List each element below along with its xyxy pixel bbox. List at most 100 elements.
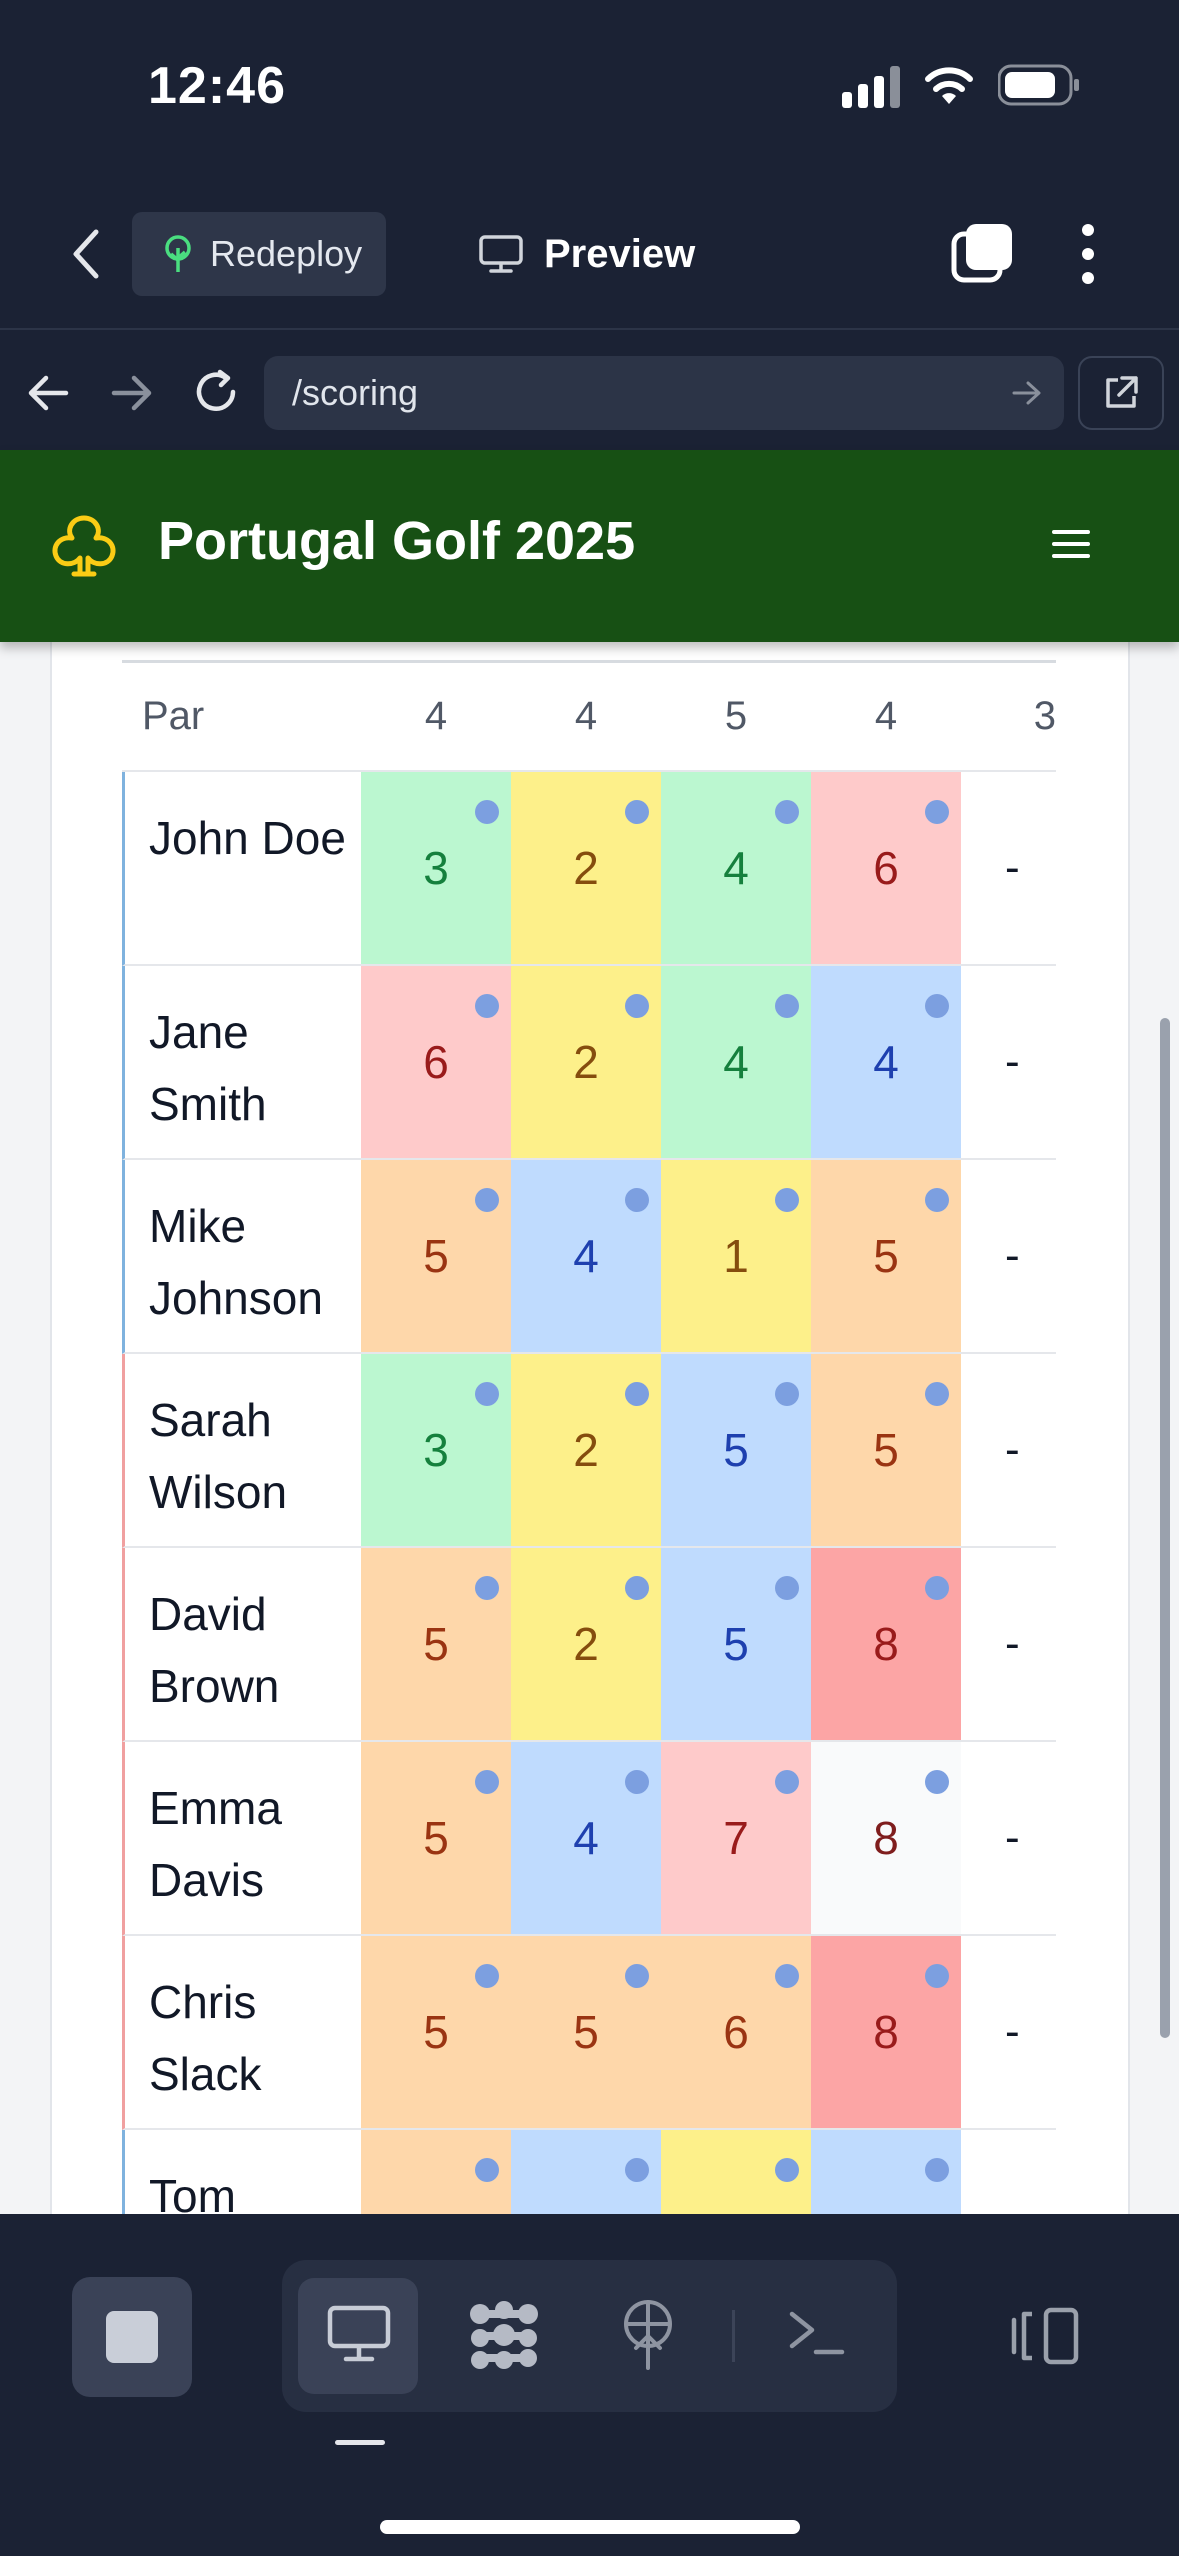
browser-forward-icon[interactable]: [108, 372, 156, 414]
score-cell[interactable]: 7: [661, 1742, 811, 1934]
player-name[interactable]: Emma Davis: [149, 1782, 282, 1906]
open-external-button[interactable]: [1078, 356, 1164, 430]
score-cell[interactable]: [511, 2130, 661, 2214]
score-value: 5: [723, 1618, 749, 1670]
note-dot: [625, 1382, 649, 1406]
back-chevron-icon[interactable]: [66, 226, 106, 282]
stop-button[interactable]: [72, 2277, 192, 2397]
golf-club-logo-icon[interactable]: [48, 512, 120, 580]
score-value: 5: [873, 1230, 899, 1282]
tabs-icon[interactable]: [950, 222, 1016, 284]
url-input[interactable]: /scoring: [264, 356, 1064, 430]
score-cell[interactable]: 8: [811, 1548, 961, 1740]
empty-score[interactable]: -: [1005, 1619, 1020, 1668]
score-cell[interactable]: 4: [661, 966, 811, 1158]
note-dot: [925, 1964, 949, 1988]
note-dot: [475, 994, 499, 1018]
score-cell[interactable]: 4: [511, 1160, 661, 1352]
note-dot: [625, 1188, 649, 1212]
score-value: 3: [423, 1424, 449, 1476]
hamburger-menu-icon[interactable]: [1052, 528, 1090, 560]
score-cell[interactable]: 3: [361, 1354, 511, 1546]
score-cell[interactable]: 5: [361, 1548, 511, 1740]
score-cell[interactable]: 4: [811, 966, 961, 1158]
score-cell[interactable]: 8: [811, 1936, 961, 2128]
player-name[interactable]: Sarah Wilson: [149, 1394, 288, 1518]
score-value: 5: [723, 1424, 749, 1476]
stop-icon: [106, 2311, 158, 2363]
preview-tab[interactable]: Preview: [478, 216, 695, 292]
score-cell[interactable]: [661, 2130, 811, 2214]
note-dot: [775, 800, 799, 824]
empty-score[interactable]: -: [1005, 1037, 1020, 1086]
go-arrow-icon[interactable]: [1010, 378, 1044, 408]
note-dot: [475, 1382, 499, 1406]
note-dot: [775, 2158, 799, 2182]
score-cell[interactable]: 5: [361, 1936, 511, 2128]
note-dot: [925, 800, 949, 824]
score-value: 6: [423, 1036, 449, 1088]
empty-score[interactable]: -: [1005, 1231, 1020, 1280]
score-value: 8: [873, 1812, 899, 1864]
more-vertical-icon[interactable]: [1076, 222, 1100, 286]
player-name[interactable]: Mike Johnson: [149, 1200, 323, 1324]
score-cell[interactable]: 5: [361, 1742, 511, 1934]
score-cell[interactable]: 6: [811, 772, 961, 964]
note-dot: [475, 1964, 499, 1988]
network-graph-icon[interactable]: [466, 2300, 542, 2370]
score-cell[interactable]: [811, 2130, 961, 2214]
score-cell[interactable]: [361, 2130, 511, 2214]
empty-score[interactable]: -: [1005, 1425, 1020, 1474]
score-cell[interactable]: 5: [361, 1160, 511, 1352]
preview-view-button[interactable]: [298, 2278, 418, 2394]
layout-toggle-icon[interactable]: [1010, 2306, 1082, 2366]
page-scrollbar[interactable]: [1160, 1018, 1170, 2038]
terminal-icon[interactable]: [786, 2306, 846, 2358]
external-link-icon: [1106, 376, 1138, 408]
player-name[interactable]: David Brown: [149, 1588, 280, 1712]
reload-icon[interactable]: [190, 366, 242, 418]
score-cell[interactable]: 2: [511, 1354, 661, 1546]
score-cell[interactable]: 5: [661, 1548, 811, 1740]
score-cell[interactable]: 3: [361, 772, 511, 964]
par-row: Par 4 4 5 4 3: [122, 664, 1056, 772]
redeploy-button[interactable]: Redeploy: [132, 212, 386, 296]
score-cell[interactable]: 2: [511, 1548, 661, 1740]
player-name[interactable]: Chris Slack: [149, 1976, 262, 2100]
score-cell[interactable]: 4: [511, 1742, 661, 1934]
site-title[interactable]: Portugal Golf 2025: [158, 511, 636, 571]
note-dot: [925, 1382, 949, 1406]
score-cell[interactable]: 2: [511, 966, 661, 1158]
score-cell[interactable]: 5: [661, 1354, 811, 1546]
score-value: 5: [423, 2006, 449, 2058]
score-cell[interactable]: 4: [661, 772, 811, 964]
home-indicator[interactable]: [380, 2520, 800, 2534]
score-cell[interactable]: 5: [811, 1354, 961, 1546]
score-cell[interactable]: 1: [661, 1160, 811, 1352]
player-name[interactable]: John Doe: [149, 812, 346, 864]
browser-back-icon[interactable]: [24, 372, 72, 414]
status-time: 12:46: [148, 57, 286, 115]
tree-icon: [165, 235, 191, 272]
score-value: 4: [873, 1036, 899, 1088]
score-cell[interactable]: 6: [661, 1936, 811, 2128]
score-cell[interactable]: 5: [511, 1936, 661, 2128]
par-label: Par: [142, 694, 205, 738]
url-text: /scoring: [292, 372, 419, 413]
player-row: Emma Davis 5 4 7 8 -: [122, 1742, 1056, 1936]
score-cell[interactable]: 2: [511, 772, 661, 964]
empty-score[interactable]: -: [1005, 843, 1020, 892]
empty-score[interactable]: -: [1005, 2007, 1020, 2056]
score-value: 3: [423, 842, 449, 894]
score-value: 5: [423, 1812, 449, 1864]
player-name[interactable]: Tom: [149, 2170, 236, 2214]
score-cell[interactable]: 6: [361, 966, 511, 1158]
score-cell[interactable]: 5: [811, 1160, 961, 1352]
score-value: 7: [723, 1812, 749, 1864]
deploy-tree-icon[interactable]: [616, 2298, 680, 2370]
score-cell[interactable]: 8: [811, 1742, 961, 1934]
score-value: 5: [873, 1424, 899, 1476]
empty-score[interactable]: -: [1005, 1813, 1020, 1862]
battery-icon: [998, 64, 1079, 106]
player-name[interactable]: Jane Smith: [149, 1006, 267, 1130]
